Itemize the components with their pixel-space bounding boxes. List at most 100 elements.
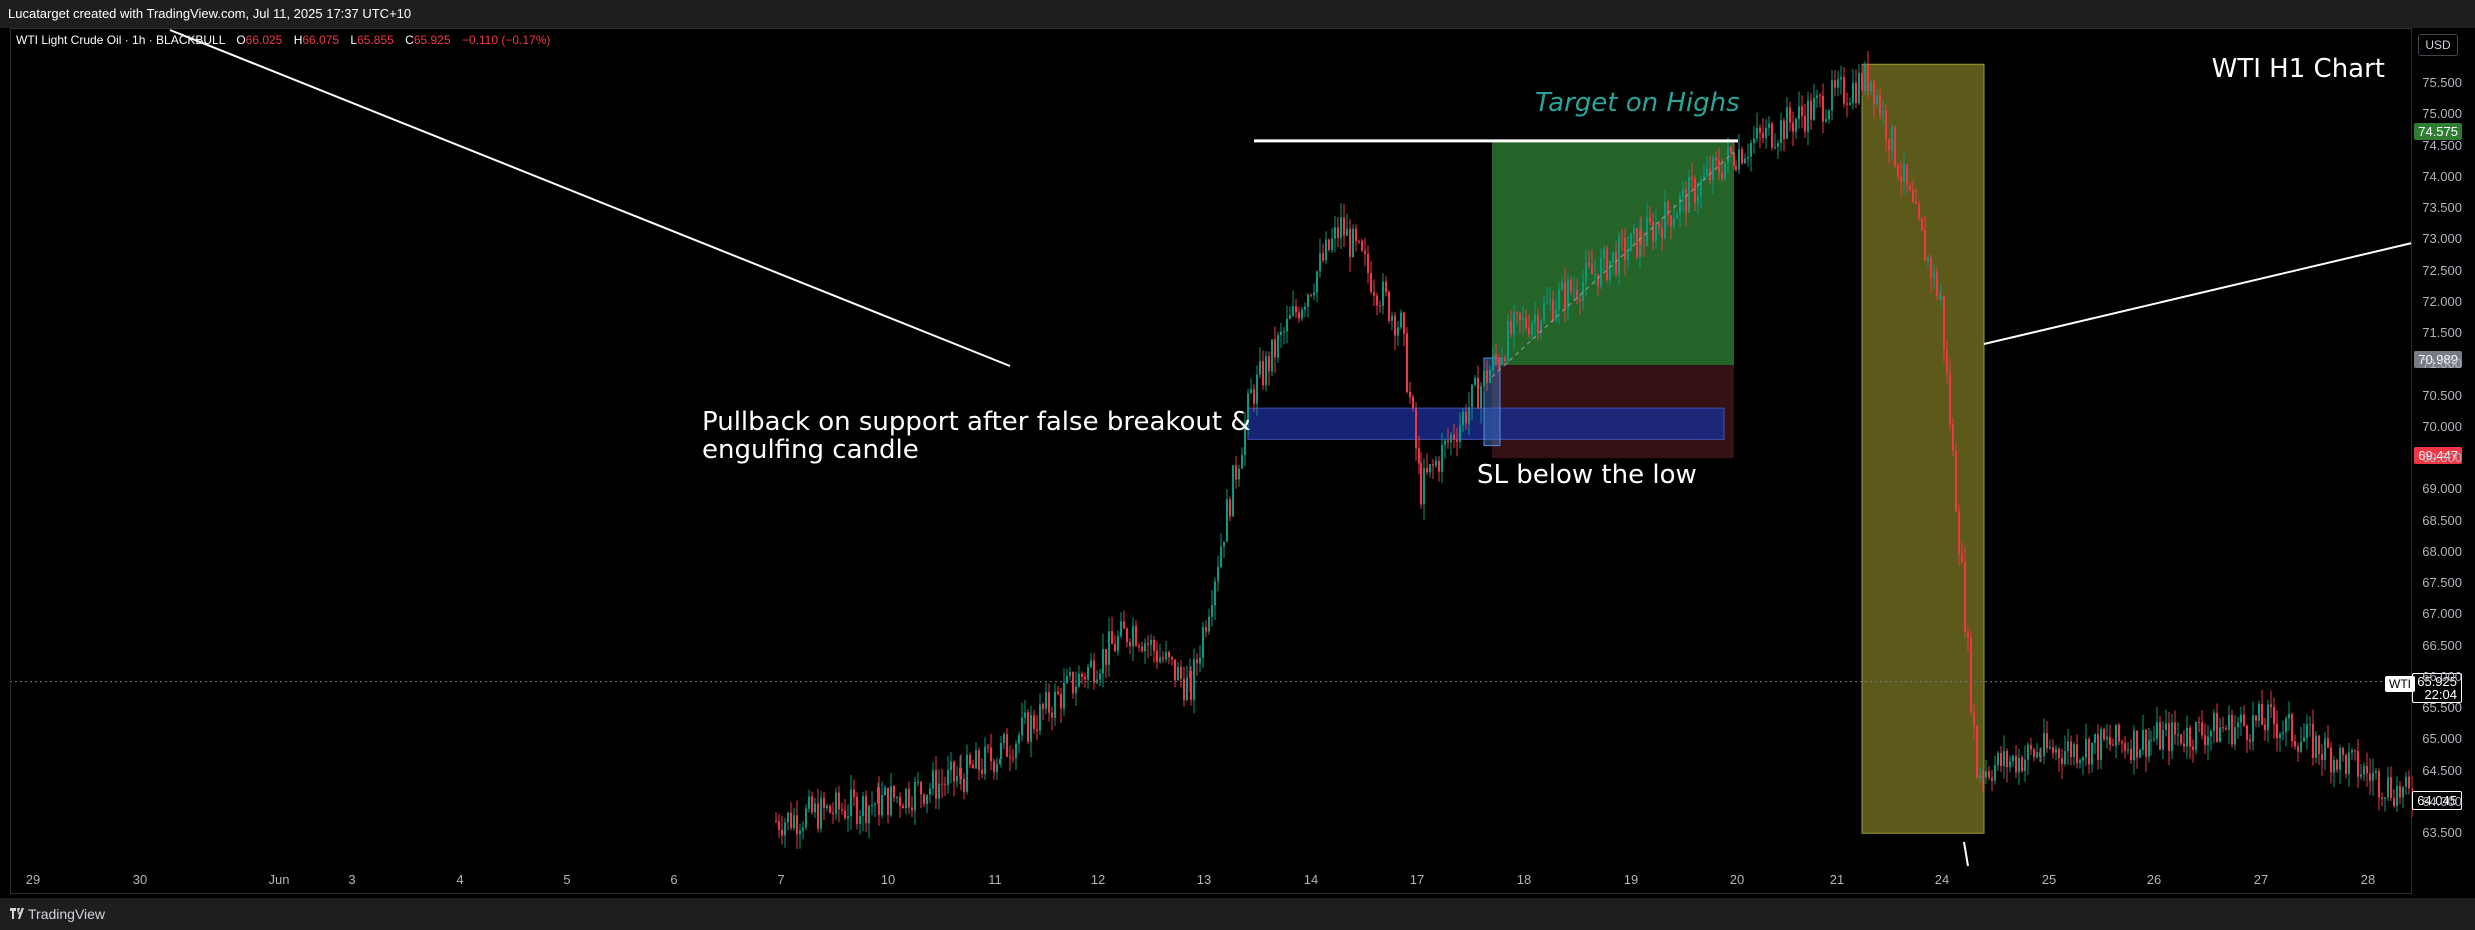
candle-body: [1673, 218, 1675, 227]
candle-body: [1117, 636, 1119, 652]
candle-body: [1310, 294, 1312, 296]
candle-body: [1846, 103, 1848, 105]
candle-body: [778, 821, 780, 830]
candle-body: [1864, 64, 1866, 91]
candle-body: [1630, 233, 1632, 252]
candle-body: [1432, 464, 1434, 466]
candle-body: [2246, 725, 2248, 740]
candle-body: [2097, 734, 2099, 760]
candle-body: [1688, 177, 1690, 213]
candle-body: [1712, 157, 1714, 181]
symbol-name[interactable]: WTI Light Crude Oil · 1h · BLACKBULL: [16, 33, 225, 47]
candle-body: [1183, 678, 1185, 701]
date-tick-label: 28: [2360, 872, 2376, 887]
candle-body: [1051, 712, 1053, 718]
candle-body: [1661, 227, 1663, 239]
candle-body: [1774, 146, 1776, 148]
candle-body: [1429, 464, 1431, 473]
candle-body: [874, 803, 876, 805]
candle-body: [2159, 722, 2161, 750]
candle-body: [1861, 73, 1863, 91]
candle-body: [1030, 715, 1032, 742]
date-tick-label: 10: [880, 872, 896, 887]
candle-body: [1435, 460, 1437, 466]
candle-body: [1652, 221, 1654, 242]
candle-body: [2228, 715, 2230, 730]
date-tick-label: 3: [348, 872, 356, 887]
candle-body: [1985, 771, 1987, 778]
candle-body: [2064, 751, 2066, 764]
candle-body: [2384, 797, 2386, 799]
candle-body: [2219, 727, 2221, 742]
candle-body: [2030, 745, 2032, 750]
candle-body: [972, 764, 974, 769]
candle-body: [2252, 715, 2254, 742]
candle-body: [1703, 175, 1705, 180]
footer-brand: TradingView: [28, 906, 106, 922]
candle-body: [1825, 119, 1827, 122]
candle-body: [1976, 725, 1978, 778]
candle-body: [1426, 468, 1428, 473]
candle-body: [926, 794, 928, 804]
candle-body: [1301, 309, 1303, 319]
candle-body: [1423, 468, 1425, 505]
candle-body: [2021, 757, 2023, 772]
candle-body: [1852, 82, 1854, 104]
change-value: −0.110 (−0.17%): [461, 33, 551, 47]
candle-body: [1141, 646, 1143, 652]
candle-body: [2136, 730, 2138, 758]
candle-body: [1555, 309, 1557, 321]
candle-body: [2360, 774, 2362, 777]
candle-body: [1594, 274, 1596, 276]
candle-body: [1525, 317, 1527, 328]
candle-body: [2073, 744, 2075, 758]
candle-body: [1495, 354, 1497, 358]
candle-body: [981, 769, 983, 774]
candle-body: [1927, 256, 1929, 261]
candle-body: [2387, 777, 2389, 798]
candle-body: [2027, 745, 2029, 760]
candle-body: [1346, 229, 1348, 236]
candle-body: [947, 770, 949, 786]
candle-body: [1715, 157, 1717, 161]
candle-body: [1822, 95, 1824, 122]
candle-body: [1655, 223, 1657, 242]
price-chart[interactable]: [0, 28, 2475, 898]
stop-price-badge: 69.447: [2414, 447, 2462, 464]
candle-body: [1468, 407, 1470, 424]
high-value: 66.075: [302, 33, 340, 47]
candle-body: [2207, 736, 2209, 746]
date-tick-label: 13: [1196, 872, 1212, 887]
candle-body: [2165, 723, 2167, 731]
currency-button[interactable]: USD: [2418, 34, 2458, 56]
pointer-line-right: [1983, 242, 2413, 345]
candle-body: [1741, 149, 1743, 164]
candle-body: [1588, 262, 1590, 266]
candle-body: [1670, 215, 1672, 227]
candle-body: [2046, 733, 2048, 748]
candle-body: [2040, 755, 2042, 757]
candle-body: [1247, 393, 1249, 423]
candle-body: [878, 787, 880, 815]
candle-body: [1319, 253, 1321, 272]
candle-body: [1531, 323, 1533, 336]
candle-body: [1123, 621, 1125, 629]
candle-body: [2174, 722, 2176, 735]
candle-body: [1063, 682, 1065, 709]
candle-body: [1510, 321, 1512, 334]
candle-body: [1471, 384, 1473, 408]
candle-body: [1054, 691, 1056, 718]
candle-body: [1295, 306, 1297, 313]
candle-body: [881, 795, 883, 815]
candle-body: [923, 794, 925, 804]
candle-body: [1816, 95, 1818, 99]
candle-body: [1682, 188, 1684, 197]
candle-body: [1355, 228, 1357, 242]
candle-body: [1274, 339, 1276, 358]
candle-body: [1924, 230, 1926, 261]
candle-body: [1618, 237, 1620, 275]
candle-body: [1000, 742, 1002, 759]
candle-body: [781, 829, 783, 836]
candle-body: [969, 754, 971, 765]
candle-body: [1870, 80, 1872, 92]
